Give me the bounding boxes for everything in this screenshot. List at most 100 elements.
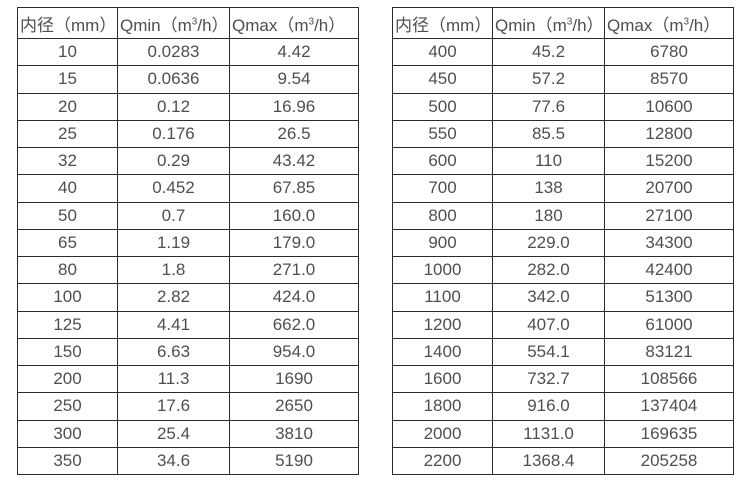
cell-qmin: 0.12 xyxy=(117,92,230,121)
table-row: 1100 342.0 51300 xyxy=(392,283,734,312)
cell-diameter: 200 xyxy=(17,364,118,394)
cell-qmin: 1.19 xyxy=(117,228,230,258)
header-diameter: 内径（mm） xyxy=(17,7,118,39)
header-qmin-superscript: 3 xyxy=(566,15,573,27)
table-body: 400 45.2 6780 450 57.2 8570 500 77.6 10600 550 85.… xyxy=(392,37,734,476)
cell-diameter: 125 xyxy=(17,310,118,339)
table-row: 100 2.82 424.0 xyxy=(17,283,359,312)
header-qmin: Qmin（m3/h） xyxy=(117,7,230,39)
header-qmax: Qmax（m3/h） xyxy=(604,7,734,39)
cell-qmax: 3810 xyxy=(229,419,359,448)
cell-qmin: 0.29 xyxy=(117,146,230,176)
header-diameter: 内径（mm） xyxy=(392,7,493,39)
cell-qmax: 12800 xyxy=(604,119,734,149)
cell-diameter: 1600 xyxy=(392,364,493,394)
cell-diameter: 600 xyxy=(392,146,493,176)
header-qmax: Qmax（m3/h） xyxy=(229,7,359,39)
cell-qmin: 1131.0 xyxy=(492,419,605,448)
table-row: 125 4.41 662.0 xyxy=(17,310,359,339)
cell-qmax: 51300 xyxy=(604,283,734,312)
table-row: 350 34.6 5190 xyxy=(17,446,359,476)
header-qmin: Qmin（m3/h） xyxy=(492,7,605,39)
cell-diameter: 1800 xyxy=(392,392,493,421)
cell-qmax: 662.0 xyxy=(229,310,359,339)
table-row: 80 1.8 271.0 xyxy=(17,255,359,285)
table-row: 550 85.5 12800 xyxy=(392,119,734,149)
cell-qmin: 342.0 xyxy=(492,283,605,312)
cell-qmax: 42400 xyxy=(604,255,734,285)
table-row: 1000 282.0 42400 xyxy=(392,255,734,285)
cell-qmax: 5190 xyxy=(229,446,359,476)
cell-diameter: 65 xyxy=(17,228,118,258)
cell-qmin: 138 xyxy=(492,174,605,203)
table-row: 20 0.12 16.96 xyxy=(17,92,359,121)
table-row: 900 229.0 34300 xyxy=(392,228,734,258)
cell-qmin: 85.5 xyxy=(492,119,605,149)
cell-qmin: 554.1 xyxy=(492,337,605,367)
cell-qmax: 169635 xyxy=(604,419,734,448)
cell-qmax: 20700 xyxy=(604,174,734,203)
header-qmin-unit: /h） xyxy=(197,15,229,35)
table-row: 32 0.29 43.42 xyxy=(17,146,359,176)
table-row: 65 1.19 179.0 xyxy=(17,228,359,258)
table-row: 2000 1131.0 169635 xyxy=(392,419,734,448)
cell-qmin: 4.41 xyxy=(117,310,230,339)
cell-diameter: 25 xyxy=(17,119,118,149)
table-row: 10 0.0283 4.42 xyxy=(17,37,359,67)
cell-qmin: 110 xyxy=(492,146,605,176)
table-row: 400 45.2 6780 xyxy=(392,37,734,67)
cell-qmax: 34300 xyxy=(604,228,734,258)
table-row: 200 11.3 1690 xyxy=(17,364,359,394)
table-row: 250 17.6 2650 xyxy=(17,392,359,421)
cell-diameter: 450 xyxy=(392,65,493,94)
cell-qmax: 137404 xyxy=(604,392,734,421)
header-qmax-superscript: 3 xyxy=(308,15,315,27)
header-qmax-unit: /h） xyxy=(689,15,721,35)
table-row: 1600 732.7 108566 xyxy=(392,364,734,394)
table-row: 50 0.7 160.0 xyxy=(17,201,359,230)
header-qmax-text: Qmax（m xyxy=(607,15,684,35)
cell-qmin: 2.82 xyxy=(117,283,230,312)
cell-qmin: 0.0636 xyxy=(117,65,230,94)
table-body: 10 0.0283 4.42 15 0.0636 9.54 20 0.12 16.96 25 0.1… xyxy=(17,37,359,476)
cell-qmin: 57.2 xyxy=(492,65,605,94)
table-row: 700 138 20700 xyxy=(392,174,734,203)
cell-qmax: 26.5 xyxy=(229,119,359,149)
cell-diameter: 250 xyxy=(17,392,118,421)
cell-qmax: 16.96 xyxy=(229,92,359,121)
cell-qmax: 8570 xyxy=(604,65,734,94)
cell-qmin: 916.0 xyxy=(492,392,605,421)
header-qmin-unit: /h） xyxy=(572,15,604,35)
cell-diameter: 800 xyxy=(392,201,493,230)
cell-qmax: 61000 xyxy=(604,310,734,339)
table-row: 450 57.2 8570 xyxy=(392,65,734,94)
cell-qmin: 180 xyxy=(492,201,605,230)
header-qmax-unit: /h） xyxy=(314,15,346,35)
cell-qmin: 407.0 xyxy=(492,310,605,339)
table-row: 600 110 15200 xyxy=(392,146,734,176)
cell-diameter: 300 xyxy=(17,419,118,448)
cell-qmax: 9.54 xyxy=(229,65,359,94)
cell-qmin: 0.7 xyxy=(117,201,230,230)
cell-qmax: 1690 xyxy=(229,364,359,394)
cell-qmin: 1368.4 xyxy=(492,446,605,476)
cell-diameter: 80 xyxy=(17,255,118,285)
table-row: 40 0.452 67.85 xyxy=(17,174,359,203)
cell-qmax: 15200 xyxy=(604,146,734,176)
header-row: 内径（mm） Qmin（m3/h） Qmax（m3/h） xyxy=(392,7,734,39)
table-row: 1400 554.1 83121 xyxy=(392,337,734,367)
table-row: 500 77.6 10600 xyxy=(392,92,734,121)
cell-qmax: 83121 xyxy=(604,337,734,367)
cell-diameter: 1400 xyxy=(392,337,493,367)
header-qmin-superscript: 3 xyxy=(191,15,198,27)
cell-diameter: 15 xyxy=(17,65,118,94)
cell-qmin: 11.3 xyxy=(117,364,230,394)
cell-diameter: 500 xyxy=(392,92,493,121)
cell-qmin: 34.6 xyxy=(117,446,230,476)
cell-qmin: 0.452 xyxy=(117,174,230,203)
cell-qmin: 229.0 xyxy=(492,228,605,258)
cell-diameter: 10 xyxy=(17,37,118,67)
header-qmax-text: Qmax（m xyxy=(232,15,309,35)
table-row: 1800 916.0 137404 xyxy=(392,392,734,421)
cell-qmax: 108566 xyxy=(604,364,734,394)
